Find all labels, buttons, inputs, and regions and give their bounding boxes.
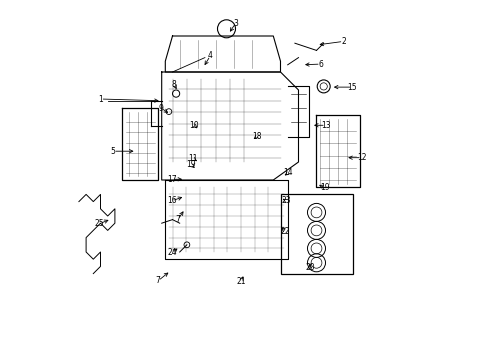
Text: 16: 16 (166, 197, 176, 205)
Text: 10: 10 (189, 121, 199, 130)
Text: 7: 7 (175, 215, 180, 224)
Text: 15: 15 (347, 83, 357, 92)
Text: 23: 23 (281, 197, 290, 205)
Text: 19: 19 (186, 161, 196, 170)
Text: 17: 17 (166, 175, 176, 184)
Bar (280, 194, 352, 274)
Text: 14: 14 (283, 168, 293, 177)
Text: 12: 12 (356, 153, 366, 162)
Text: 24: 24 (167, 248, 177, 257)
Text: 8: 8 (172, 80, 176, 89)
Text: 6: 6 (318, 60, 323, 69)
Text: 5: 5 (110, 147, 115, 156)
Text: 1: 1 (98, 95, 102, 104)
Text: 9: 9 (158, 104, 163, 113)
Text: 3: 3 (233, 19, 238, 28)
Text: 2: 2 (341, 37, 345, 46)
Text: 18: 18 (252, 132, 261, 141)
Text: 4: 4 (207, 51, 212, 60)
Text: 25: 25 (94, 220, 103, 229)
Text: 21: 21 (236, 277, 245, 286)
Text: 22: 22 (280, 227, 290, 236)
Text: 7: 7 (155, 276, 160, 285)
Text: 11: 11 (187, 154, 197, 163)
Text: 13: 13 (321, 121, 330, 130)
Text: 20: 20 (305, 263, 314, 272)
Text: 19: 19 (320, 184, 329, 193)
